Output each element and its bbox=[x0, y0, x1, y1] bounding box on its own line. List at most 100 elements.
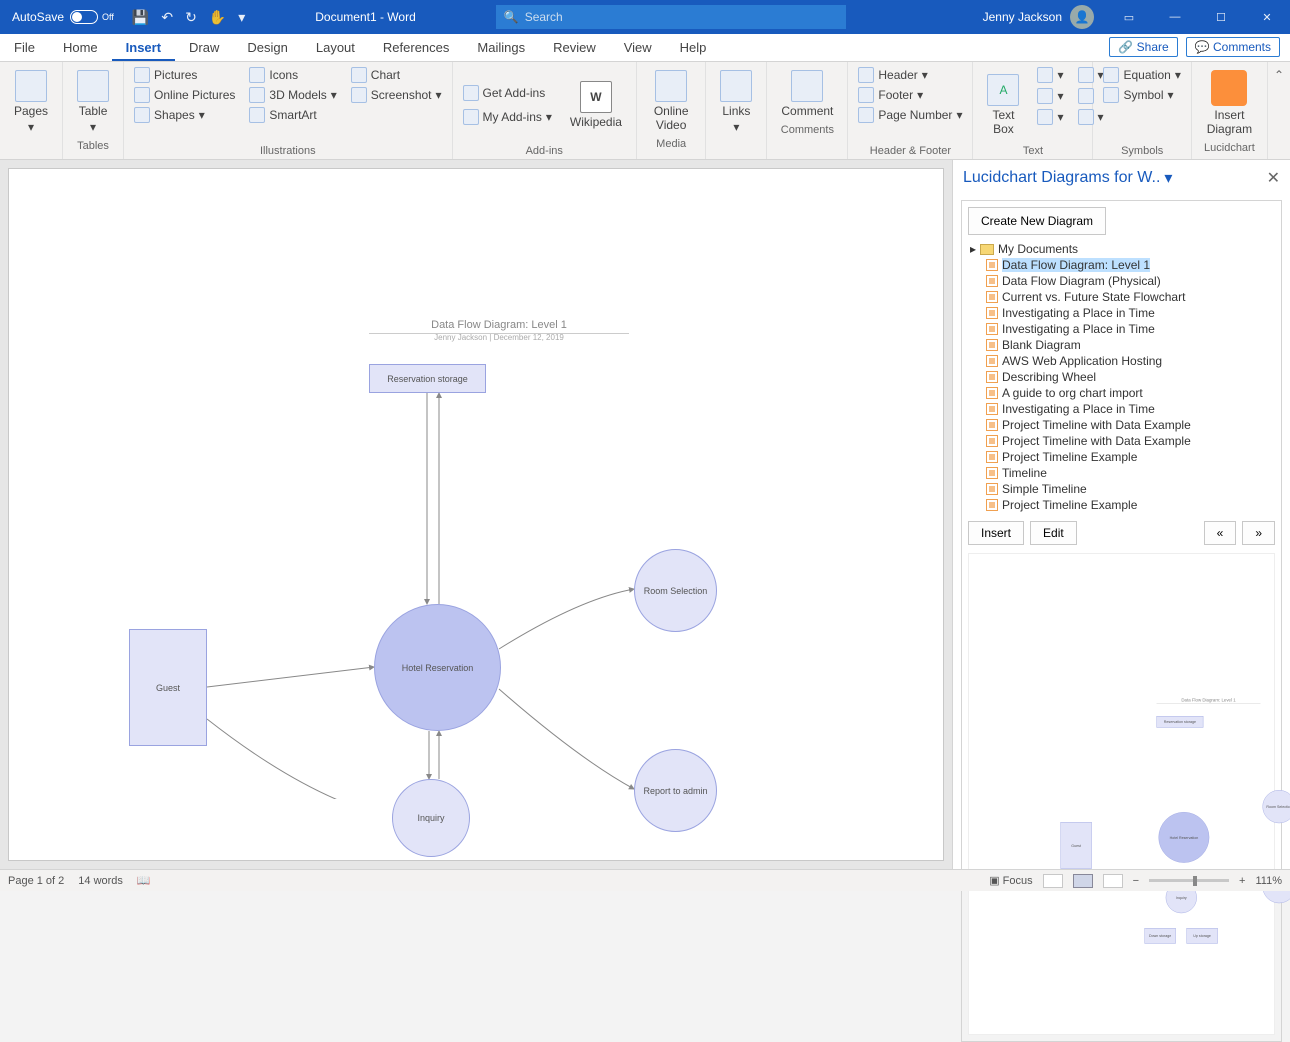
tab-view[interactable]: View bbox=[610, 34, 666, 61]
panel-close-icon[interactable]: ✕ bbox=[1267, 168, 1280, 188]
insert-button[interactable]: Insert bbox=[968, 521, 1024, 545]
links-button[interactable]: Links▾ bbox=[714, 66, 758, 138]
online-video-button[interactable]: Online Video bbox=[645, 66, 697, 136]
document-title: Document1 - Word bbox=[255, 10, 455, 24]
word-count[interactable]: 14 words bbox=[78, 875, 123, 887]
textbox-button[interactable]: AText Box bbox=[981, 66, 1025, 143]
redo-icon[interactable]: ↻ bbox=[185, 9, 197, 26]
header-button[interactable]: Header ▾ bbox=[856, 66, 964, 84]
tree-item[interactable]: Project Timeline Example bbox=[968, 449, 1275, 465]
table-button[interactable]: Table▾ bbox=[71, 66, 115, 138]
comment-button[interactable]: Comment bbox=[775, 66, 839, 122]
tab-insert[interactable]: Insert bbox=[112, 34, 175, 61]
spellcheck-icon[interactable]: 📖 bbox=[137, 874, 151, 887]
3d-models-button[interactable]: 3D Models ▾ bbox=[247, 86, 338, 104]
create-new-diagram-button[interactable]: Create New Diagram bbox=[968, 207, 1106, 235]
print-layout-icon[interactable] bbox=[1073, 874, 1093, 888]
smartart-button[interactable]: SmartArt bbox=[247, 106, 338, 124]
node-res_storage: Reservation storage bbox=[1157, 716, 1204, 728]
tree-item[interactable]: Investigating a Place in Time bbox=[968, 305, 1275, 321]
tree-item[interactable]: A guide to org chart import bbox=[968, 385, 1275, 401]
edit-button[interactable]: Edit bbox=[1030, 521, 1077, 545]
chart-button[interactable]: Chart bbox=[349, 66, 444, 84]
zoom-slider[interactable] bbox=[1149, 879, 1229, 882]
group-label: Text bbox=[981, 143, 1084, 157]
tree-item[interactable]: Project Timeline Example bbox=[968, 497, 1275, 513]
pictures-button[interactable]: Pictures bbox=[132, 66, 237, 84]
tree-item[interactable]: Describing Wheel bbox=[968, 369, 1275, 385]
tree-item[interactable]: Data Flow Diagram (Physical) bbox=[968, 273, 1275, 289]
tab-layout[interactable]: Layout bbox=[302, 34, 369, 61]
screenshot-button[interactable]: Screenshot ▾ bbox=[349, 86, 444, 104]
user-name: Jenny Jackson bbox=[983, 10, 1062, 24]
prev-page-button[interactable]: « bbox=[1204, 521, 1237, 545]
comments-button[interactable]: 💬 Comments bbox=[1186, 37, 1280, 57]
save-icon[interactable]: 💾 bbox=[132, 9, 149, 26]
undo-icon[interactable]: ↶ bbox=[161, 9, 173, 26]
tab-home[interactable]: Home bbox=[49, 34, 112, 61]
tab-mailings[interactable]: Mailings bbox=[463, 34, 539, 61]
zoom-level[interactable]: 111% bbox=[1255, 875, 1282, 887]
tree-item[interactable]: Simple Timeline bbox=[968, 481, 1275, 497]
search-box[interactable]: 🔍 Search bbox=[496, 5, 846, 29]
tree-item[interactable]: AWS Web Application Hosting bbox=[968, 353, 1275, 369]
text-opt2[interactable]: ▾ bbox=[1035, 87, 1065, 105]
page-number-button[interactable]: Page Number ▾ bbox=[856, 106, 964, 124]
zoom-out-icon[interactable]: − bbox=[1133, 875, 1139, 887]
pages-button[interactable]: Pages▾ bbox=[8, 66, 54, 138]
tree-item[interactable]: Timeline bbox=[968, 465, 1275, 481]
icons-button[interactable]: Icons bbox=[247, 66, 338, 84]
tab-draw[interactable]: Draw bbox=[175, 34, 233, 61]
tab-references[interactable]: References bbox=[369, 34, 463, 61]
my-addins-button[interactable]: My Add-ins ▾ bbox=[461, 108, 554, 126]
text-opt1[interactable]: ▾ bbox=[1035, 66, 1065, 84]
tab-file[interactable]: File bbox=[0, 34, 49, 61]
ribbon-display-icon[interactable]: ▭ bbox=[1106, 11, 1152, 24]
qat-dropdown-icon[interactable]: ▾ bbox=[238, 9, 245, 26]
tree-item[interactable]: Investigating a Place in Time bbox=[968, 401, 1275, 417]
share-button[interactable]: 🔗 Share bbox=[1109, 37, 1177, 57]
group-label: Tables bbox=[71, 138, 115, 152]
titlebar: AutoSave Off 💾 ↶ ↻ ✋ ▾ Document1 - Word … bbox=[0, 0, 1290, 34]
page-indicator[interactable]: Page 1 of 2 bbox=[8, 875, 64, 887]
tab-review[interactable]: Review bbox=[539, 34, 610, 61]
tree-item[interactable]: Investigating a Place in Time bbox=[968, 321, 1275, 337]
panel-dropdown-icon[interactable]: ▾ bbox=[1164, 168, 1172, 188]
autosave-toggle[interactable]: AutoSave Off bbox=[0, 10, 122, 24]
icons-icon bbox=[249, 67, 265, 83]
tree-item[interactable]: Project Timeline with Data Example bbox=[968, 417, 1275, 433]
embedded-diagram[interactable]: Data Flow Diagram: Level 1 Jenny Jackson… bbox=[129, 319, 749, 799]
online-pictures-button[interactable]: Online Pictures bbox=[132, 86, 237, 104]
next-page-button[interactable]: » bbox=[1242, 521, 1275, 545]
maximize-icon[interactable]: ☐ bbox=[1198, 11, 1244, 24]
tab-design[interactable]: Design bbox=[233, 34, 301, 61]
tree-item[interactable]: Project Timeline with Data Example bbox=[968, 433, 1275, 449]
close-icon[interactable]: ✕ bbox=[1244, 11, 1290, 24]
focus-mode-button[interactable]: ▣ Focus bbox=[989, 874, 1032, 887]
zoom-in-icon[interactable]: + bbox=[1239, 875, 1245, 887]
footer-button[interactable]: Footer ▾ bbox=[856, 86, 964, 104]
group-comments: Comment Comments bbox=[767, 62, 848, 159]
get-addins-button[interactable]: Get Add-ins bbox=[461, 84, 554, 102]
collapse-ribbon-icon[interactable]: ⌃ bbox=[1268, 62, 1290, 159]
tab-help[interactable]: Help bbox=[666, 34, 721, 61]
group-tables: Table▾ Tables bbox=[63, 62, 124, 159]
insert-diagram-button[interactable]: Insert Diagram bbox=[1200, 66, 1259, 140]
node-guest: Guest bbox=[129, 629, 207, 746]
web-layout-icon[interactable] bbox=[1103, 874, 1123, 888]
touch-mode-icon[interactable]: ✋ bbox=[209, 9, 226, 26]
wikipedia-button[interactable]: WWikipedia bbox=[564, 77, 628, 133]
symbol-button[interactable]: Symbol ▾ bbox=[1101, 86, 1182, 104]
page[interactable]: Data Flow Diagram: Level 1 Jenny Jackson… bbox=[8, 168, 944, 861]
minimize-icon[interactable]: — bbox=[1152, 11, 1198, 23]
text-opt3[interactable]: ▾ bbox=[1035, 108, 1065, 126]
node-down: Down storage bbox=[1145, 928, 1176, 944]
tree-item[interactable]: Data Flow Diagram: Level 1 bbox=[968, 257, 1275, 273]
equation-button[interactable]: Equation ▾ bbox=[1101, 66, 1182, 84]
tree-item[interactable]: Blank Diagram bbox=[968, 337, 1275, 353]
user-account[interactable]: Jenny Jackson 👤 bbox=[971, 5, 1106, 29]
shapes-button[interactable]: Shapes ▾ bbox=[132, 106, 237, 124]
read-mode-icon[interactable] bbox=[1043, 874, 1063, 888]
tree-item[interactable]: Current vs. Future State Flowchart bbox=[968, 289, 1275, 305]
tree-root[interactable]: ▸My Documents bbox=[968, 241, 1275, 257]
